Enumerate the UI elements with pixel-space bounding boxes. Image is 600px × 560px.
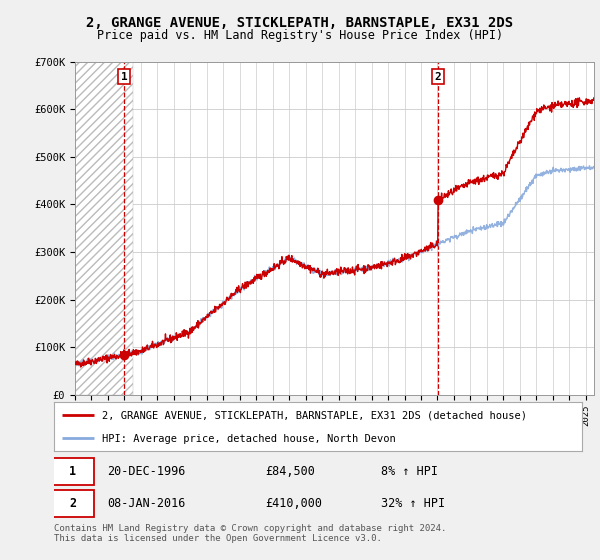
Text: Price paid vs. HM Land Registry's House Price Index (HPI): Price paid vs. HM Land Registry's House … [97,29,503,42]
Text: 2: 2 [69,497,76,510]
Text: £84,500: £84,500 [265,465,315,478]
Text: 2, GRANGE AVENUE, STICKLEPATH, BARNSTAPLE, EX31 2DS: 2, GRANGE AVENUE, STICKLEPATH, BARNSTAPL… [86,16,514,30]
Text: 08-JAN-2016: 08-JAN-2016 [107,497,185,510]
Text: HPI: Average price, detached house, North Devon: HPI: Average price, detached house, Nort… [101,434,395,444]
Text: Contains HM Land Registry data © Crown copyright and database right 2024.
This d: Contains HM Land Registry data © Crown c… [54,524,446,543]
Text: 2, GRANGE AVENUE, STICKLEPATH, BARNSTAPLE, EX31 2DS (detached house): 2, GRANGE AVENUE, STICKLEPATH, BARNSTAPL… [101,410,527,421]
FancyBboxPatch shape [52,458,94,486]
Text: 8% ↑ HPI: 8% ↑ HPI [382,465,439,478]
Text: £410,000: £410,000 [265,497,322,510]
Text: 1: 1 [121,72,127,82]
Text: 32% ↑ HPI: 32% ↑ HPI [382,497,445,510]
Bar [75,62,133,395]
Text: 1: 1 [69,465,76,478]
Text: 20-DEC-1996: 20-DEC-1996 [107,465,185,478]
Text: 2: 2 [434,72,442,82]
FancyBboxPatch shape [52,490,94,517]
